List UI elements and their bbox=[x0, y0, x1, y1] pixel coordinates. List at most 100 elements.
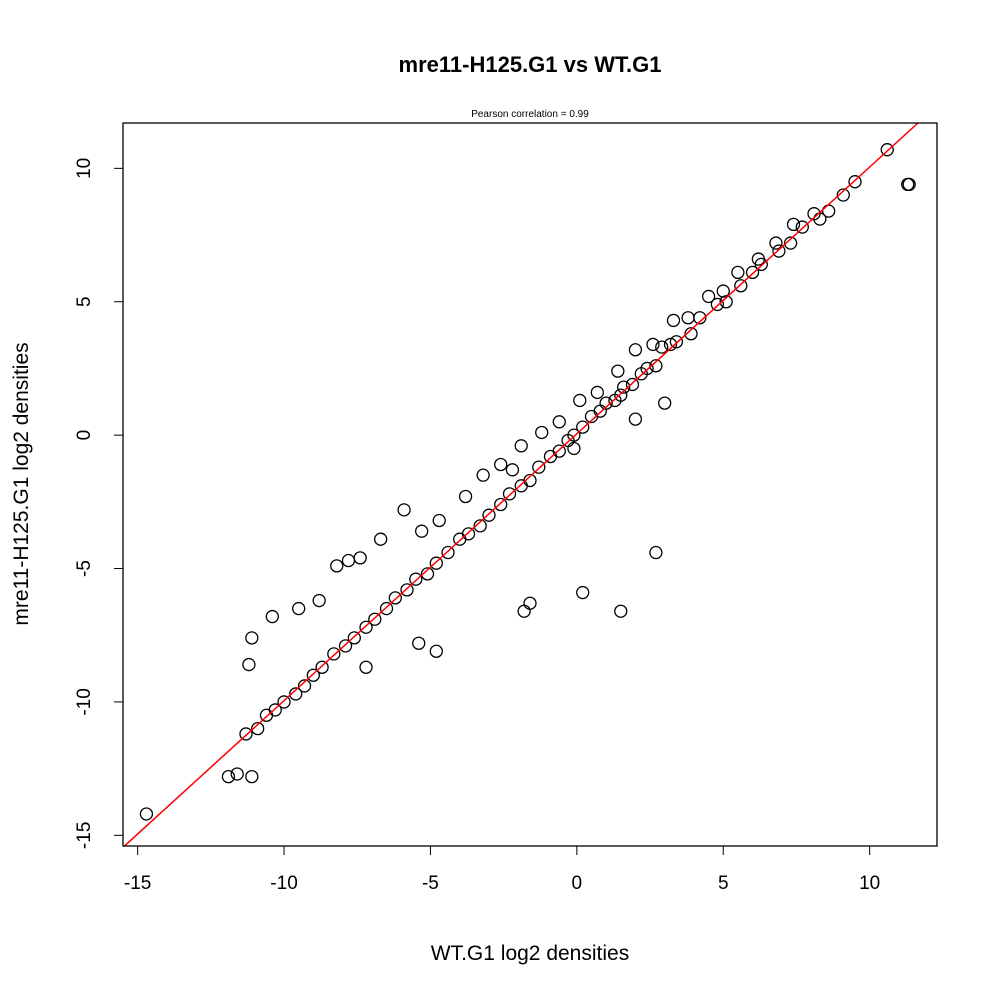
chart-subtitle: Pearson correlation = 0.99 bbox=[471, 109, 589, 120]
y-tick-label: -5 bbox=[74, 560, 95, 577]
points-layer bbox=[139, 143, 916, 821]
data-point bbox=[388, 591, 402, 605]
x-tick-label: -5 bbox=[422, 873, 439, 894]
data-point bbox=[327, 647, 341, 661]
data-point bbox=[353, 551, 367, 565]
data-point bbox=[625, 377, 640, 392]
data-point bbox=[514, 479, 528, 493]
y-axis-label: mre11-H125.G1 log2 densities bbox=[10, 342, 33, 625]
data-point bbox=[476, 468, 490, 482]
y-tick-label: 5 bbox=[74, 296, 95, 307]
data-point bbox=[315, 660, 329, 674]
data-point bbox=[368, 612, 382, 626]
data-point bbox=[245, 769, 259, 784]
data-point bbox=[669, 335, 684, 349]
data-point bbox=[379, 601, 394, 616]
data-point bbox=[397, 503, 411, 517]
data-point bbox=[681, 311, 695, 325]
fit-line bbox=[123, 122, 919, 847]
data-point bbox=[628, 343, 643, 357]
x-tick-label: 10 bbox=[859, 873, 880, 894]
data-point bbox=[245, 631, 259, 645]
data-point bbox=[535, 425, 549, 440]
data-point bbox=[400, 583, 414, 597]
data-point bbox=[429, 556, 443, 570]
data-point bbox=[292, 601, 306, 616]
data-point bbox=[306, 668, 320, 682]
data-point bbox=[532, 460, 546, 474]
y-tick-label: -10 bbox=[74, 688, 95, 715]
data-point bbox=[420, 567, 435, 581]
chart-title: mre11-H125.G1 vs WT.G1 bbox=[399, 52, 662, 77]
data-point bbox=[836, 188, 850, 202]
data-point bbox=[415, 524, 429, 538]
data-point bbox=[502, 487, 517, 501]
data-point bbox=[494, 457, 508, 472]
data-point bbox=[265, 609, 279, 624]
y-tick-label: -15 bbox=[74, 822, 95, 849]
data-point bbox=[297, 679, 312, 693]
data-point bbox=[880, 143, 894, 157]
x-axis-label: WT.G1 log2 densities bbox=[431, 942, 629, 965]
data-point bbox=[429, 644, 443, 658]
data-point bbox=[848, 175, 862, 189]
x-tick-label: 5 bbox=[718, 873, 729, 894]
data-point bbox=[634, 367, 648, 381]
data-point bbox=[611, 364, 625, 378]
data-point bbox=[347, 631, 361, 645]
data-point bbox=[230, 767, 244, 781]
data-point bbox=[341, 553, 356, 568]
data-point bbox=[666, 313, 681, 328]
data-point bbox=[239, 727, 253, 741]
data-point bbox=[649, 359, 663, 373]
y-tick-label: 10 bbox=[74, 158, 95, 179]
fit-line-layer bbox=[123, 122, 919, 847]
x-tick-label: -15 bbox=[124, 873, 151, 894]
data-point bbox=[514, 439, 528, 453]
data-point bbox=[259, 708, 274, 722]
data-point bbox=[576, 585, 590, 600]
data-point bbox=[795, 220, 809, 234]
data-point bbox=[432, 513, 446, 528]
data-point bbox=[242, 657, 256, 672]
data-point bbox=[277, 695, 291, 709]
data-point bbox=[543, 449, 558, 464]
data-point bbox=[482, 508, 496, 522]
data-point bbox=[453, 532, 467, 546]
x-tick-label: -10 bbox=[270, 873, 297, 894]
data-point bbox=[458, 489, 473, 504]
plot-frame bbox=[122, 122, 938, 847]
data-point bbox=[716, 284, 730, 298]
data-point bbox=[494, 497, 508, 512]
data-point bbox=[338, 639, 353, 653]
data-point bbox=[359, 660, 373, 674]
data-point bbox=[617, 380, 631, 394]
data-point bbox=[221, 769, 236, 784]
data-point bbox=[628, 412, 643, 426]
data-point bbox=[663, 337, 678, 352]
data-point bbox=[655, 340, 669, 354]
data-point bbox=[734, 279, 748, 293]
x-axis: -15 -10 -5 0 5 10 bbox=[124, 845, 880, 894]
data-point bbox=[786, 217, 801, 232]
data-point bbox=[473, 519, 487, 533]
data-point bbox=[614, 604, 628, 618]
data-point bbox=[731, 265, 745, 280]
data-point bbox=[330, 559, 344, 573]
data-point bbox=[608, 393, 622, 408]
data-point bbox=[807, 207, 821, 221]
data-point bbox=[658, 396, 672, 410]
y-tick-label: 0 bbox=[74, 430, 95, 441]
data-point bbox=[289, 687, 303, 701]
data-point bbox=[649, 545, 663, 560]
data-point bbox=[902, 177, 916, 192]
data-point bbox=[646, 337, 660, 352]
data-point bbox=[751, 252, 766, 266]
data-point bbox=[517, 604, 531, 618]
data-point bbox=[523, 596, 537, 610]
data-point bbox=[684, 327, 698, 341]
data-point bbox=[374, 532, 388, 546]
data-point bbox=[552, 415, 566, 429]
data-point bbox=[783, 236, 798, 250]
data-point bbox=[573, 393, 587, 408]
